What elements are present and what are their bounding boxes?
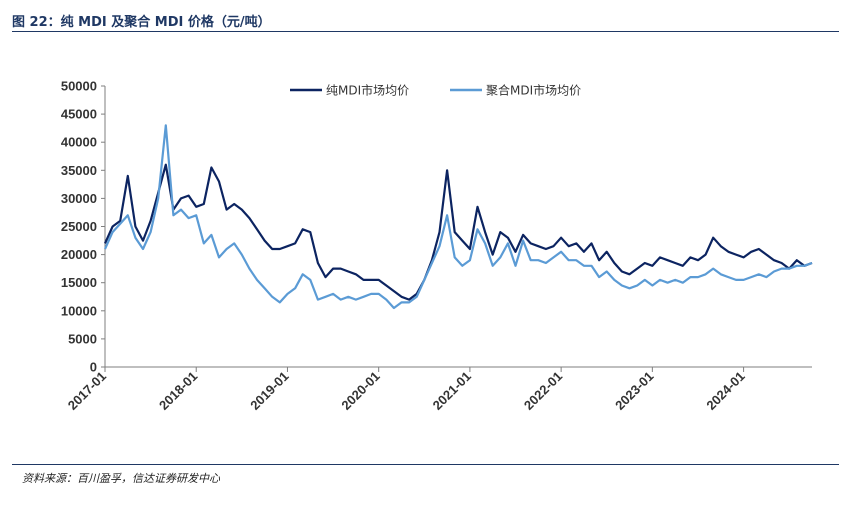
y-tick-label: 15000 [61,275,97,290]
source-note: 资料来源：百川盈孚，信达证券研发中心 [22,472,220,485]
y-tick-label: 0 [90,360,97,375]
series-line-polymeric-mdi [103,124,813,310]
x-tick-label: 2020-01 [338,369,382,413]
x-tick-label: 2017-01 [65,369,109,413]
x-tick-label: 2019-01 [247,369,291,413]
y-tick-label: 45000 [61,107,97,122]
series-line-pure-mdi [103,163,813,301]
y-tick-label: 40000 [61,135,97,150]
x-tick-label: 2023-01 [612,369,656,413]
x-tick-label: 2018-01 [156,369,200,413]
x-tick-label: 2022-01 [521,369,565,413]
line-chart: 0 5000 10000 15000 20000 25000 30000 35000 40000… [61,79,813,413]
legend-label: 聚合MDI市场均价 [486,83,581,98]
y-tick-label: 10000 [61,303,97,318]
legend-label: 纯MDI市场均价 [326,83,409,98]
chart-title: 图 22：纯 MDI 及聚合 MDI 价格（元/吨） [12,15,271,30]
y-tick-label: 5000 [68,331,97,346]
y-tick-label: 50000 [61,79,97,94]
y-tick-label: 30000 [61,191,97,206]
x-tick-label: 2021-01 [430,369,474,413]
y-tick-label: 25000 [61,219,97,234]
x-tick-label: 2024-01 [703,369,747,413]
y-tick-label: 20000 [61,247,97,262]
y-tick-label: 35000 [61,163,97,178]
footer-divider [12,464,839,465]
title-divider [12,31,839,32]
